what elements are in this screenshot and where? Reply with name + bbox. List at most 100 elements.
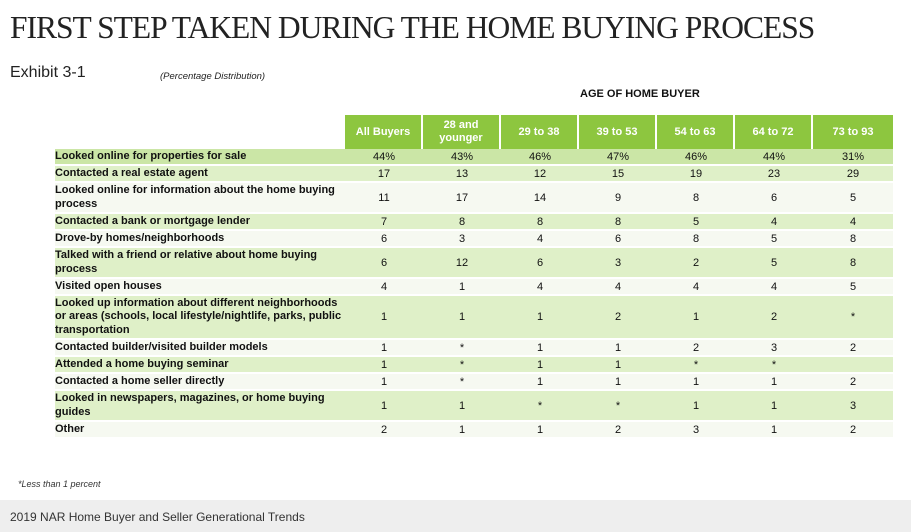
- cell-value: 1: [423, 391, 501, 422]
- cell-value: 6: [345, 231, 423, 248]
- header-row: All Buyers 28 and younger 29 to 38 39 to …: [55, 115, 893, 149]
- cell-value: 19: [657, 166, 735, 183]
- exhibit-label: Exhibit 3-1: [10, 64, 86, 81]
- row-label: Visited open houses: [55, 279, 345, 296]
- column-header: 73 to 93: [813, 115, 893, 149]
- cell-value: 8: [579, 214, 657, 231]
- cell-value: 29: [813, 166, 893, 183]
- cell-value: 1: [501, 357, 579, 374]
- cell-value: 4: [501, 279, 579, 296]
- cell-value: *: [579, 391, 657, 422]
- cell-value: 1: [501, 340, 579, 357]
- cell-value: 8: [657, 183, 735, 214]
- cell-value: 2: [813, 340, 893, 357]
- page-title: FIRST STEP TAKEN DURING THE HOME BUYING …: [10, 10, 815, 45]
- column-header: 54 to 63: [657, 115, 735, 149]
- cell-value: 8: [813, 248, 893, 279]
- cell-value: 3: [579, 248, 657, 279]
- table-row: Visited open houses 4 1 4 4 4 4 5: [55, 279, 893, 296]
- cell-value: 11: [345, 183, 423, 214]
- cell-value: 1: [501, 296, 579, 340]
- cell-value: 1: [501, 374, 579, 391]
- cell-value: 6: [735, 183, 813, 214]
- row-label: Looked online for information about the …: [55, 183, 345, 214]
- row-label: Contacted a bank or mortgage lender: [55, 214, 345, 231]
- cell-value: 5: [657, 214, 735, 231]
- cell-value: 46%: [501, 149, 579, 166]
- cell-value: 3: [657, 422, 735, 439]
- row-label: Looked online for properties for sale: [55, 149, 345, 166]
- column-header: 29 to 38: [501, 115, 579, 149]
- cell-value: 9: [579, 183, 657, 214]
- cell-value: *: [423, 374, 501, 391]
- cell-value: 17: [345, 166, 423, 183]
- cell-value: 1: [657, 296, 735, 340]
- cell-value: 4: [735, 279, 813, 296]
- cell-value: 4: [735, 214, 813, 231]
- cell-value: 1: [735, 391, 813, 422]
- cell-value: 12: [423, 248, 501, 279]
- row-label: Other: [55, 422, 345, 439]
- cell-value: 2: [579, 422, 657, 439]
- cell-value: 1: [345, 340, 423, 357]
- cell-value: 44%: [345, 149, 423, 166]
- footer-bar: 2019 NAR Home Buyer and Seller Generatio…: [0, 500, 911, 532]
- table-row: Drove-by homes/neighborhoods 6 3 4 6 8 5 8: [55, 231, 893, 248]
- distribution-note: (Percentage Distribution): [160, 71, 266, 82]
- cell-value: [813, 357, 893, 374]
- cell-value: 5: [735, 248, 813, 279]
- cell-value: 2: [735, 296, 813, 340]
- cell-value: 4: [579, 279, 657, 296]
- cell-value: 2: [657, 340, 735, 357]
- table-row: Talked with a friend or relative about h…: [55, 248, 893, 279]
- cell-value: 17: [423, 183, 501, 214]
- table-row: Contacted a bank or mortgage lender 7 8 8 8 5…: [55, 214, 893, 231]
- cell-value: 46%: [657, 149, 735, 166]
- cell-value: 1: [345, 391, 423, 422]
- row-label: Talked with a friend or relative about h…: [55, 248, 345, 279]
- cell-value: 4: [657, 279, 735, 296]
- cell-value: 1: [735, 374, 813, 391]
- cell-value: 13: [423, 166, 501, 183]
- cell-value: 5: [735, 231, 813, 248]
- cell-value: 2: [813, 422, 893, 439]
- cell-value: 1: [657, 374, 735, 391]
- cell-value: 4: [813, 214, 893, 231]
- cell-value: 1: [579, 374, 657, 391]
- table-row: Looked in newspapers, magazines, or home…: [55, 391, 893, 422]
- table-row: Contacted a home seller directly 1 * 1 1 1 1 2: [55, 374, 893, 391]
- cell-value: 31%: [813, 149, 893, 166]
- row-label: Looked up information about different ne…: [55, 296, 345, 340]
- cell-value: 8: [423, 214, 501, 231]
- cell-value: 44%: [735, 149, 813, 166]
- cell-value: 3: [735, 340, 813, 357]
- table-row: Looked up information about different ne…: [55, 296, 893, 340]
- cell-value: 1: [579, 357, 657, 374]
- cell-value: 5: [813, 279, 893, 296]
- cell-value: 6: [579, 231, 657, 248]
- cell-value: 1: [345, 296, 423, 340]
- row-label: Attended a home buying seminar: [55, 357, 345, 374]
- row-label: Contacted a real estate agent: [55, 166, 345, 183]
- cell-value: 6: [501, 248, 579, 279]
- cell-value: 1: [423, 279, 501, 296]
- cell-value: 12: [501, 166, 579, 183]
- cell-value: *: [735, 357, 813, 374]
- row-label: Contacted builder/visited builder models: [55, 340, 345, 357]
- table-row: Other 2 1 1 2 3 1 2: [55, 422, 893, 439]
- cell-value: 4: [501, 231, 579, 248]
- cell-value: 2: [345, 422, 423, 439]
- cell-value: *: [501, 391, 579, 422]
- cell-value: 8: [657, 231, 735, 248]
- cell-value: *: [813, 296, 893, 340]
- cell-value: 6: [345, 248, 423, 279]
- table-row: Contacted a real estate agent 17 13 12 15 19 2…: [55, 166, 893, 183]
- table-row: Looked online for properties for sale 44%…: [55, 149, 893, 166]
- cell-value: 3: [423, 231, 501, 248]
- footnote: *Less than 1 percent: [18, 479, 101, 489]
- cell-value: 47%: [579, 149, 657, 166]
- cell-value: *: [657, 357, 735, 374]
- cell-value: 8: [813, 231, 893, 248]
- cell-value: 43%: [423, 149, 501, 166]
- cell-value: 8: [501, 214, 579, 231]
